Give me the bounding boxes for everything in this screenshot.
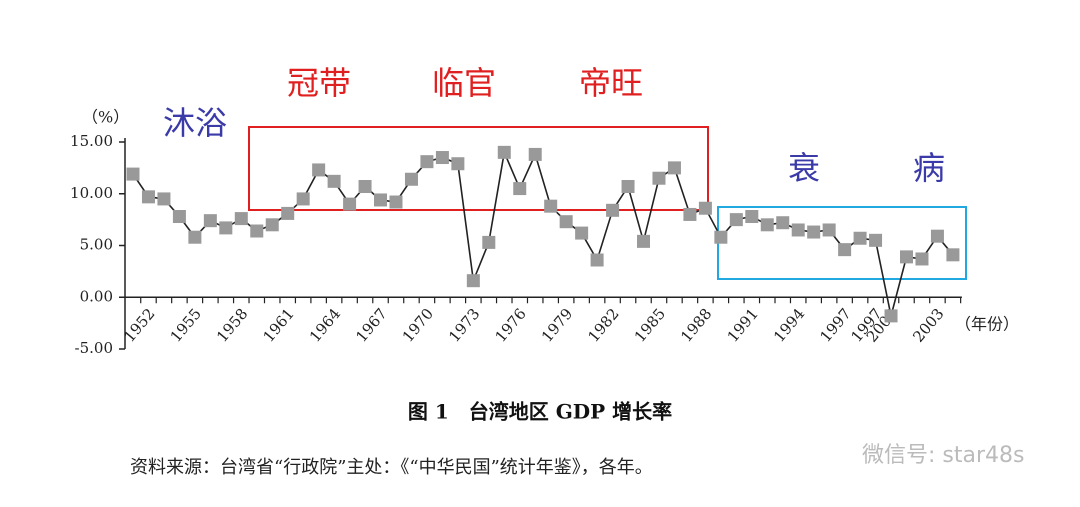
marker xyxy=(513,182,527,196)
marker xyxy=(451,157,465,171)
annotation: 冠带 xyxy=(287,64,351,102)
marker xyxy=(466,274,480,288)
x-tick-label: 1988 xyxy=(677,305,715,346)
marker xyxy=(853,231,867,245)
y-axis-label: （%） xyxy=(82,108,129,127)
y-tick-label: -5.00 xyxy=(75,339,113,357)
marker xyxy=(714,230,728,244)
marker xyxy=(219,221,233,235)
marker xyxy=(559,215,573,229)
annotation: 临官 xyxy=(432,64,496,102)
x-tick-label: 1958 xyxy=(213,305,251,346)
x-tick-label: 1985 xyxy=(631,305,669,346)
marker xyxy=(343,197,357,211)
marker xyxy=(884,309,898,323)
x-tick-label: 1955 xyxy=(167,305,205,346)
marker xyxy=(281,206,295,220)
marker xyxy=(776,216,790,230)
marker xyxy=(915,252,929,266)
y-tick-label: 5.00 xyxy=(80,236,113,254)
marker xyxy=(497,145,511,159)
marker xyxy=(544,199,558,213)
marker xyxy=(312,163,326,177)
x-tick-label: 1979 xyxy=(538,305,576,346)
marker xyxy=(203,214,217,228)
marker xyxy=(621,180,635,194)
marker xyxy=(327,174,341,188)
marker xyxy=(188,230,202,244)
marker xyxy=(141,190,155,204)
x-tick-label: 1952 xyxy=(120,305,158,346)
marker xyxy=(930,229,944,243)
marker xyxy=(683,207,697,221)
x-tick-label: 1970 xyxy=(399,305,437,346)
x-tick-label: 2003 xyxy=(909,305,947,346)
source-note: 资料来源：台湾省“行政院”主处：《“中华民国”统计年鉴》，各年。 xyxy=(130,457,653,478)
x-tick-label: 1967 xyxy=(352,305,390,346)
marker xyxy=(358,180,372,194)
marker xyxy=(652,171,666,185)
marker xyxy=(869,233,883,247)
annotation: 衰 xyxy=(788,149,820,187)
marker xyxy=(946,248,960,262)
highlight-box xyxy=(248,126,709,211)
x-tick-label: 1976 xyxy=(492,305,530,346)
marker xyxy=(250,224,264,238)
marker xyxy=(265,218,279,232)
y-tick-label: 0.00 xyxy=(80,287,113,305)
marker xyxy=(637,234,651,248)
marker xyxy=(667,161,681,175)
marker xyxy=(374,193,388,207)
marker xyxy=(126,167,140,181)
marker xyxy=(745,210,759,224)
y-tick-label: 10.00 xyxy=(70,184,113,202)
marker xyxy=(172,210,186,224)
marker xyxy=(791,223,805,237)
marker xyxy=(900,250,913,264)
marker xyxy=(590,253,604,267)
x-tick-label: 1982 xyxy=(584,305,622,346)
x-tick-label: 1994 xyxy=(770,305,808,346)
marker xyxy=(729,213,743,227)
marker xyxy=(157,192,171,206)
x-tick-label: 1961 xyxy=(259,305,297,346)
marker xyxy=(435,151,449,165)
annotation: 病 xyxy=(913,149,945,187)
y-tick-label: 15.00 xyxy=(70,132,113,150)
watermark: 微信号: star48s xyxy=(862,443,1024,468)
marker xyxy=(482,235,496,249)
marker xyxy=(528,147,542,161)
marker xyxy=(698,201,712,215)
marker xyxy=(389,195,403,209)
marker xyxy=(420,155,434,169)
marker xyxy=(606,203,620,217)
marker xyxy=(822,223,836,237)
marker xyxy=(838,243,852,257)
marker xyxy=(234,212,248,226)
annotation: 帝旺 xyxy=(579,64,643,102)
marker xyxy=(575,226,589,240)
marker xyxy=(296,192,310,206)
x-tick-label: 1991 xyxy=(724,305,762,346)
x-tick-label: 1964 xyxy=(306,305,344,346)
x-tick-label: 1973 xyxy=(445,305,483,346)
x-tick-label: 1997 xyxy=(816,305,854,346)
marker xyxy=(404,172,418,186)
chart-title: 图 1 台湾地区 GDP 增长率 xyxy=(408,400,672,424)
marker xyxy=(807,225,821,239)
annotation: 沐浴 xyxy=(163,104,227,142)
x-axis-label: （年份） xyxy=(955,315,1019,334)
marker xyxy=(760,218,774,232)
